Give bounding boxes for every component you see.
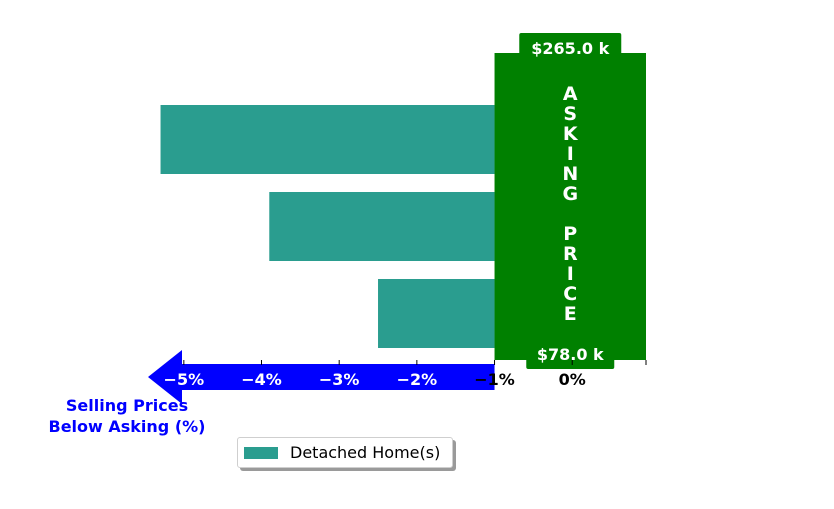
x-tick-label: −5% <box>164 370 205 389</box>
high-price-badge <box>519 33 622 61</box>
asking-letter: N <box>562 163 578 185</box>
asking-letter: I <box>567 143 574 165</box>
asking-letter: G <box>562 183 578 205</box>
high-price-label: $265.0 k <box>531 39 609 58</box>
x-axis-title-line2: Below Asking (%) <box>48 417 206 436</box>
asking-letter: S <box>563 103 577 125</box>
x-axis-title: Selling Prices Below Asking (%) <box>20 395 234 437</box>
bar <box>378 279 495 348</box>
legend-label: Detached Home(s) <box>290 443 441 462</box>
axis-arrow <box>148 350 495 404</box>
asking-letter: R <box>563 243 578 265</box>
legend: Detached Home(s) <box>237 437 453 468</box>
asking-letter: K <box>563 123 579 145</box>
asking-price-rect <box>494 53 646 360</box>
asking-letter: A <box>563 83 578 105</box>
asking-letter: C <box>563 283 577 305</box>
bars-layer <box>160 105 495 348</box>
legend-swatch <box>244 446 278 459</box>
low-price-badge <box>526 341 615 369</box>
asking-letter: P <box>563 223 577 245</box>
x-tick-label: −2% <box>397 370 438 389</box>
x-tick-label: 0% <box>559 370 586 389</box>
x-tick-label: −4% <box>241 370 282 389</box>
asking-letter: I <box>567 263 574 285</box>
bar <box>269 192 495 261</box>
x-tick-label: −3% <box>319 370 360 389</box>
x-tick-label: −1% <box>474 370 515 389</box>
bar <box>160 105 495 174</box>
asking-letter: E <box>564 303 577 325</box>
low-price-label: $78.0 k <box>537 345 604 364</box>
x-axis-title-line1: Selling Prices <box>65 396 189 415</box>
x-axis: −5% −4% −3% −2% −1% 0% <box>148 350 647 404</box>
